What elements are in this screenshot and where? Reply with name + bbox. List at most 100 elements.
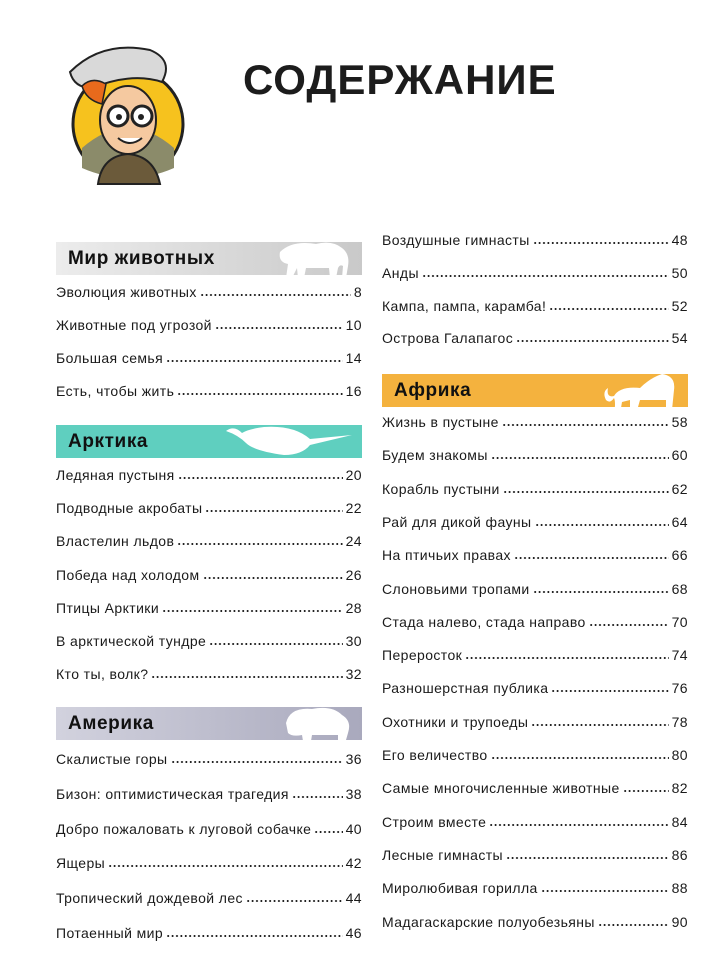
toc-entry[interactable]: На птичьих правах 66 (382, 547, 688, 563)
entry-page: 28 (345, 599, 362, 616)
toc-entry[interactable]: Корабль пустыни 62 (382, 481, 688, 497)
dot-leader (532, 242, 669, 244)
dot-leader (177, 543, 343, 546)
entry-title: Будем знакомы (382, 447, 488, 464)
toc-entry[interactable]: Есть, чтобы жить 16 (56, 383, 362, 399)
toc-entry[interactable]: Кампа, пампа, карамба! 52 (382, 298, 688, 314)
entry-title: Птицы Арктики (56, 599, 160, 616)
toc-entry[interactable]: Скалистые горы 36 (56, 751, 362, 767)
entry-page: 42 (345, 855, 362, 872)
toc-entry[interactable]: Стада налево, стада направо 70 (382, 614, 688, 630)
dot-leader (534, 523, 669, 526)
dot-leader (314, 830, 343, 833)
entry-page: 88 (671, 880, 688, 897)
dot-leader (177, 393, 343, 395)
entry-title: Добро пожаловать к луговой собачке (56, 820, 312, 837)
entry-page: 68 (671, 580, 688, 597)
toc-entry[interactable]: Лесные гимнасты 86 (382, 847, 688, 863)
toc-entry[interactable]: Победа над холодом 26 (56, 567, 362, 583)
dot-leader (108, 865, 343, 868)
entry-page: 20 (345, 467, 362, 483)
dot-leader (532, 590, 669, 593)
toc-entry[interactable]: Бизон: оптимистическая трагедия 38 (56, 786, 362, 802)
entry-page: 78 (671, 713, 688, 730)
entry-page: 16 (345, 383, 362, 399)
toc-entry[interactable]: Жизнь в пустыне 58 (382, 414, 688, 430)
entry-page: 24 (345, 533, 362, 550)
entry-title: Кто ты, волк? (56, 666, 149, 683)
entry-page: 40 (345, 820, 362, 837)
entry-title: Рай для дикой фауны (382, 513, 532, 530)
entry-title: Слоновьими тропами (382, 580, 530, 597)
dot-leader (540, 890, 669, 893)
toc-entry[interactable]: Переросток 74 (382, 647, 688, 663)
toc-entry[interactable]: Ящеры 42 (56, 855, 362, 871)
toc-entry[interactable]: Тропический дождевой лес 44 (56, 890, 362, 906)
toc-entry[interactable]: Рай для дикой фауны 64 (382, 514, 688, 530)
dot-leader (214, 327, 343, 329)
section-title: Америка (68, 713, 154, 734)
dot-leader (166, 360, 343, 362)
entry-title: Есть, чтобы жить (56, 383, 175, 399)
toc-entry[interactable]: Воздушные гимнасты 48 (382, 232, 688, 248)
toc-entry[interactable]: Разношерстная публика 76 (382, 680, 688, 696)
entry-title: Самые многочисленные животные (382, 780, 620, 797)
toc-entry[interactable]: Эволюция животных 8 (56, 284, 362, 300)
entry-page: 90 (671, 913, 688, 930)
toc-entry[interactable]: Острова Галапагос 54 (382, 330, 688, 346)
entry-page: 44 (345, 890, 362, 907)
entry-title: Миролюбивая горилла (382, 880, 538, 897)
entry-page: 50 (671, 264, 688, 281)
entry-title: Переросток (382, 647, 463, 664)
toc-entry[interactable]: Мадагаскарские полуобезьяны 90 (382, 914, 688, 930)
toc-entry[interactable]: Птицы Арктики 28 (56, 600, 362, 616)
toc-entry[interactable]: Животные под угрозой 10 (56, 317, 362, 333)
toc-entry[interactable]: Большая семья 14 (56, 350, 362, 366)
toc-entry[interactable]: Добро пожаловать к луговой собачке 40 (56, 821, 362, 837)
dot-leader (202, 576, 343, 579)
toc-entry[interactable]: Охотники и трупоеды 78 (382, 714, 688, 730)
entry-title: Лесные гимнасты (382, 846, 503, 863)
dot-leader (465, 657, 669, 660)
toc-entry[interactable]: Подводные акробаты 22 (56, 500, 362, 516)
entry-title: Властелин льдов (56, 533, 175, 550)
entry-page: 80 (671, 747, 688, 763)
dot-leader (177, 477, 343, 479)
entry-page: 30 (345, 633, 362, 649)
entry-title: На птичьих правах (382, 547, 511, 564)
toc-entry[interactable]: Анды 50 (382, 265, 688, 281)
dot-leader (506, 856, 669, 859)
toc-entry[interactable]: Властелин льдов 24 (56, 533, 362, 549)
entry-page: 48 (671, 232, 688, 248)
section-title: Арктика (68, 431, 149, 452)
toc-entry[interactable]: Миролюбивая горилла 88 (382, 880, 688, 896)
dot-leader (151, 676, 343, 679)
entry-title: Большая семья (56, 350, 164, 366)
entry-title: Бизон: оптимистическая трагедия (56, 785, 289, 802)
toc-entry[interactable]: В арктической тундре 30 (56, 633, 362, 649)
entry-title: Строим вместе (382, 813, 487, 830)
dot-leader (549, 307, 669, 310)
entry-page: 62 (671, 480, 688, 497)
entry-page: 54 (671, 330, 688, 347)
entry-page: 76 (671, 680, 688, 697)
toc-entry[interactable]: Кто ты, волк? 32 (56, 666, 362, 682)
dot-leader (531, 723, 669, 726)
entry-page: 84 (671, 813, 688, 830)
entry-page: 70 (671, 613, 688, 630)
toc-entry[interactable]: Ледяная пустыня 20 (56, 467, 362, 483)
section-header-america: Америка (56, 707, 362, 740)
toc-entry[interactable]: Строим вместе 84 (382, 814, 688, 830)
toc-entry[interactable]: Самые многочисленные животные 82 (382, 780, 688, 796)
toc-entry[interactable]: Потаенный мир 46 (56, 925, 362, 941)
entry-page: 38 (345, 785, 362, 802)
entry-title: В арктической тундре (56, 633, 207, 649)
toc-entry[interactable]: Будем знакомы 60 (382, 447, 688, 463)
entry-page: 8 (353, 284, 362, 300)
entry-page: 22 (345, 500, 362, 517)
toc-entry[interactable]: Слоновьими тропами 68 (382, 581, 688, 597)
entry-title: Тропический дождевой лес (56, 890, 243, 907)
section-title: Африка (394, 380, 472, 401)
toc-entry[interactable]: Его величество 80 (382, 747, 688, 763)
dot-leader (166, 935, 343, 937)
